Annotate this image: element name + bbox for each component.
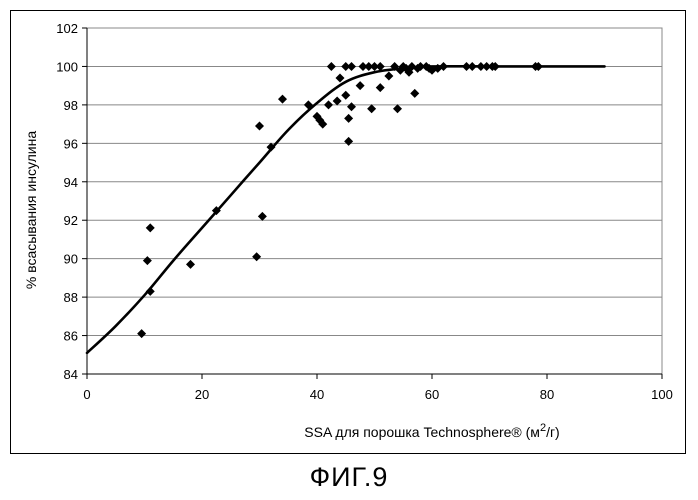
data-point-23	[347, 62, 356, 71]
x-tick-label-80: 80	[540, 387, 554, 402]
data-point-21	[344, 114, 353, 123]
y-tick-label-98: 98	[64, 98, 78, 113]
x-axis-title: SSA для порошка Technosphere® (м2/г)	[304, 422, 559, 440]
y-tick-label-88: 88	[64, 290, 78, 305]
data-point-32	[384, 72, 393, 81]
data-point-49	[468, 62, 477, 71]
data-point-24	[347, 102, 356, 111]
data-point-22	[344, 137, 353, 146]
x-tick-label-0: 0	[83, 387, 90, 402]
x-tick-label-20: 20	[195, 387, 209, 402]
data-point-16	[327, 62, 336, 71]
data-point-31	[376, 83, 385, 92]
fit-curve-layer	[87, 66, 605, 353]
data-point-3	[146, 287, 155, 296]
data-point-2	[146, 223, 155, 232]
x-tick-label-100: 100	[651, 387, 673, 402]
figure-caption: ФИГ.9	[0, 462, 698, 493]
data-point-25	[356, 81, 365, 90]
x-tick-label-60: 60	[425, 387, 439, 402]
data-point-40	[410, 89, 419, 98]
scatter-chart: 84 86 88 90 92 94 96 98 100 102 0 20 40 60 80 100 SSA д…	[0, 0, 698, 500]
data-point-10	[278, 95, 287, 104]
gridlines	[87, 66, 662, 335]
data-point-15	[324, 100, 333, 109]
data-point-28	[367, 104, 376, 113]
y-tick-label-84: 84	[64, 367, 78, 382]
y-tick-label-100: 100	[56, 59, 78, 74]
data-point-6	[252, 252, 261, 261]
data-point-1	[143, 256, 152, 265]
y-tick-label-86: 86	[64, 329, 78, 344]
data-point-18	[336, 73, 345, 82]
data-point-4	[186, 260, 195, 269]
plot-area-border	[87, 28, 662, 374]
y-tick-label-94: 94	[64, 175, 78, 190]
y-axis-title: % всасывания инсулина	[23, 131, 39, 290]
fit-curve	[87, 66, 605, 353]
data-point-8	[258, 212, 267, 221]
data-point-17	[333, 97, 342, 106]
axes	[82, 28, 662, 379]
y-tick-label-92: 92	[64, 213, 78, 228]
data-point-7	[255, 122, 264, 131]
data-point-19	[341, 91, 350, 100]
y-tick-label-90: 90	[64, 252, 78, 267]
data-point-34	[393, 104, 402, 113]
x-tick-label-40: 40	[310, 387, 324, 402]
y-tick-label-96: 96	[64, 136, 78, 151]
data-point-0	[137, 329, 146, 338]
tick-labels: 84 86 88 90 92 94 96 98 100 102 0 20 40 60 80 100	[56, 21, 673, 402]
y-tick-label-102: 102	[56, 21, 78, 36]
